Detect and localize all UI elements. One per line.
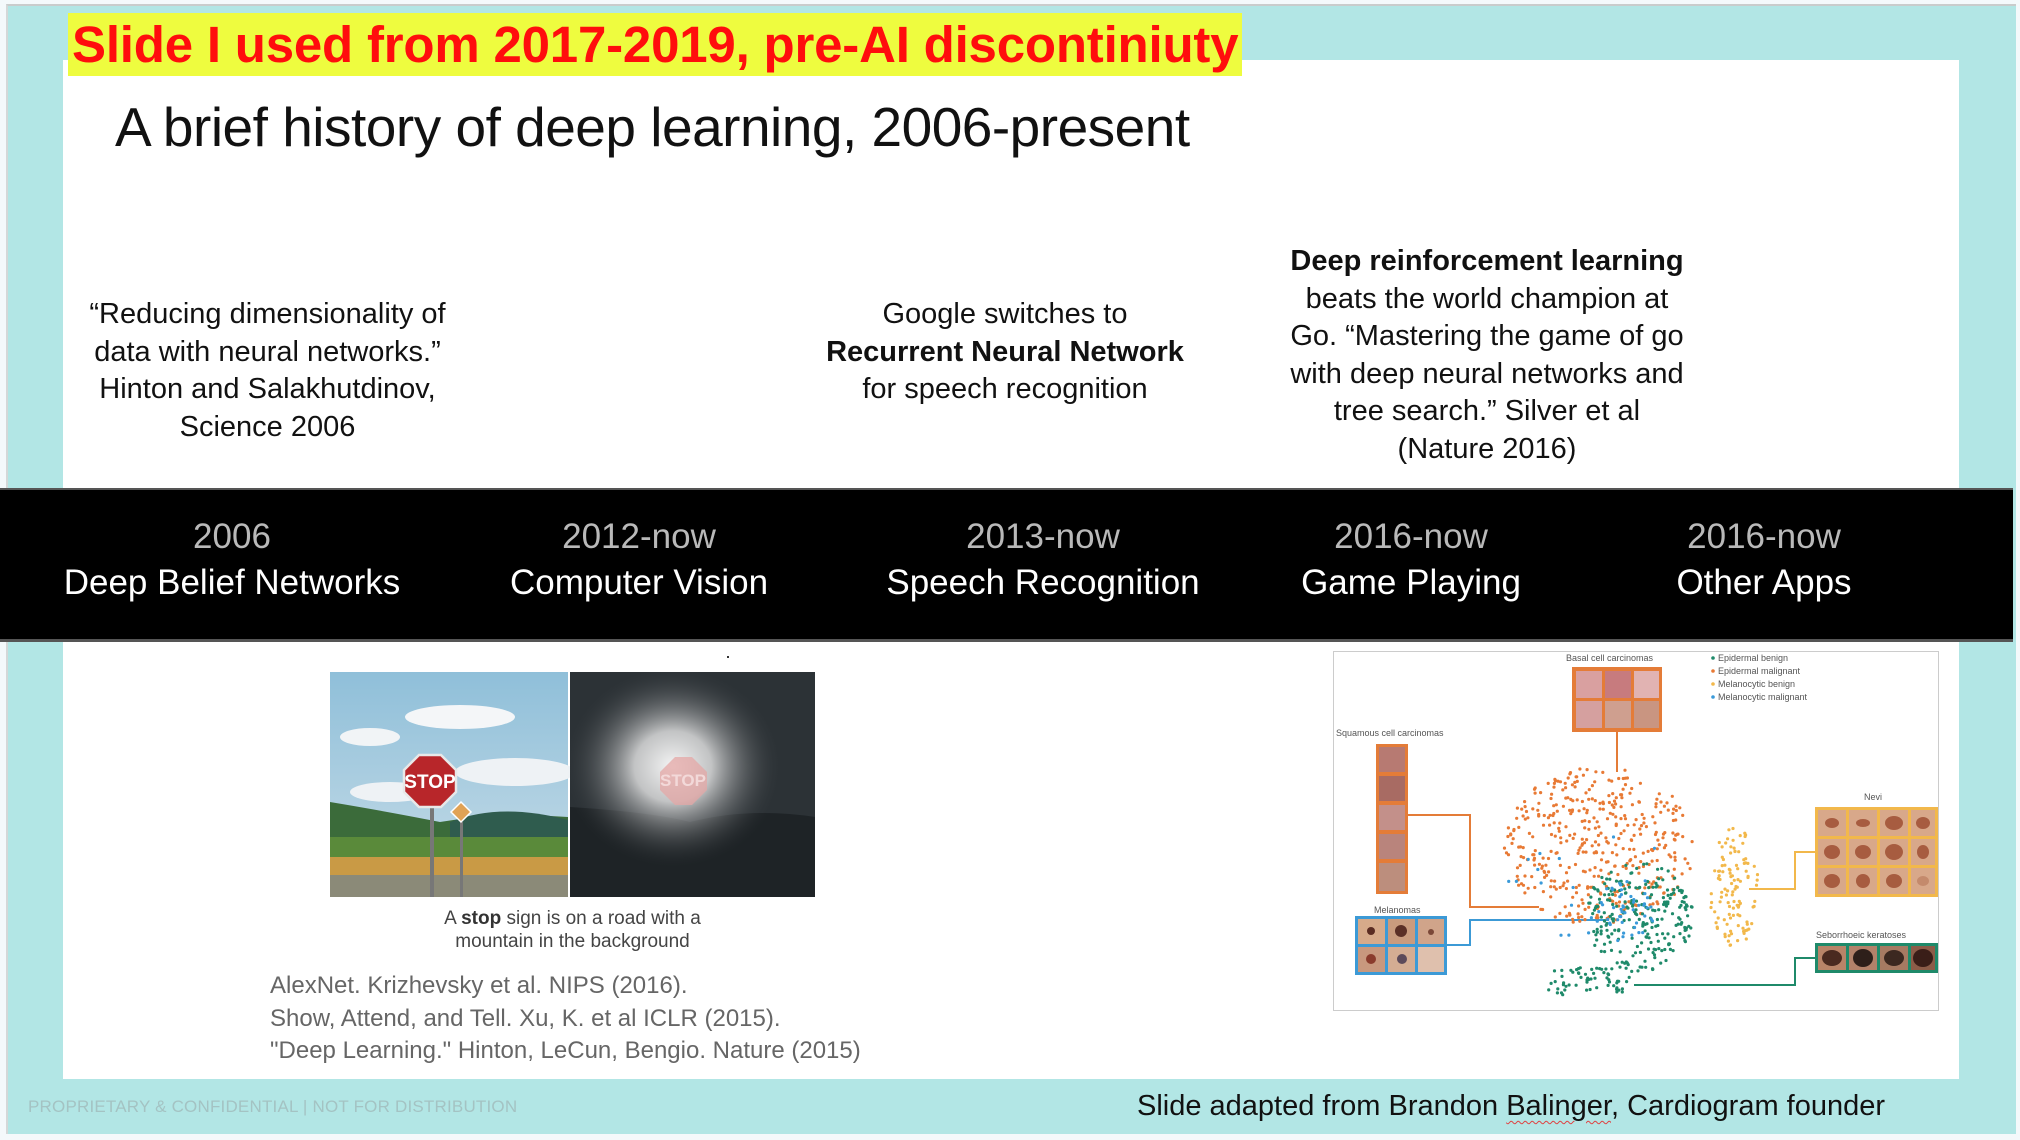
svg-text:Epidermal benign: Epidermal benign: [1718, 653, 1788, 663]
timeline-year: 2016-now: [1687, 517, 1841, 556]
reference-item: AlexNet. Krizhevsky et al. NIPS (2016).: [270, 972, 688, 999]
blurb-line: (Nature 2016): [1397, 432, 1577, 465]
label-basal: Basal cell carcinomas: [1566, 653, 1654, 663]
stray-dot: [727, 656, 729, 658]
legend: Epidermal benign Epidermal malignant Mel…: [1711, 653, 1808, 702]
caption-line-2: mountain in the background: [455, 931, 690, 952]
tsne-skin-lesion-figure: Basal cell carcinomas Squamous cell carc…: [1333, 651, 1939, 1011]
timeline-year: 2016-now: [1334, 517, 1488, 556]
timeline-year: 2012-now: [562, 517, 716, 556]
blurb-line: data with neural networks.”: [94, 335, 441, 368]
caption-line-1: A stop sign is on a road with a: [330, 907, 815, 930]
svg-text:Melanocytic benign: Melanocytic benign: [1718, 679, 1795, 689]
timeline-label: Deep Belief Networks: [63, 563, 401, 602]
blurb-line-bold: Recurrent Neural Network: [800, 334, 1210, 372]
stop-sign-illustration: STOP STOP: [330, 672, 815, 897]
spellcheck-word[interactable]: Balinger: [1506, 1090, 1611, 1122]
label-nevi: Nevi: [1864, 792, 1882, 802]
seborrhoeic-thumbnails: [1634, 943, 1938, 986]
stop-sign-image: STOP STOP: [330, 672, 815, 897]
blurb-line: Hinton and Salakhutdinov,: [99, 373, 436, 405]
blurb-line: Go. “Mastering the game of go: [1290, 320, 1684, 352]
slide-title: A brief history of deep learning, 2006-p…: [115, 96, 1190, 158]
timeline-item-vision: 2012-now Computer Vision: [510, 514, 768, 606]
label-seborrhoeic: Seborrhoeic keratoses: [1816, 930, 1907, 940]
melanoma-thumbnails: [1355, 916, 1609, 975]
timeline-item-speech: 2013-now Speech Recognition: [886, 514, 1199, 606]
svg-text:STOP: STOP: [404, 772, 456, 793]
slide-credit: Slide adapted from Brandon Balinger, Car…: [1137, 1090, 1885, 1123]
timeline-label: Other Apps: [1676, 563, 1852, 602]
reference-item: "Deep Learning." Hinton, LeCun, Bengio. …: [270, 1037, 861, 1064]
timeline-label: Game Playing: [1301, 563, 1521, 602]
svg-text:STOP: STOP: [660, 771, 706, 790]
tsne-plot: Basal cell carcinomas Squamous cell carc…: [1336, 653, 1938, 997]
svg-text:Melanocytic malignant: Melanocytic malignant: [1718, 692, 1808, 702]
credit-suffix: , Cardiogram founder: [1611, 1090, 1886, 1122]
image-caption: A stop sign is on a road with a mountain…: [330, 907, 815, 953]
references: AlexNet. Krizhevsky et al. NIPS (2016). …: [270, 970, 861, 1068]
timeline-item-dbn: 2006 Deep Belief Networks: [64, 514, 401, 606]
blurb-line: with deep neural networks and: [1290, 357, 1684, 390]
timeline-item-games: 2016-now Game Playing: [1301, 514, 1521, 606]
timeline-band: 2006 Deep Belief Networks 2012-now Compu…: [0, 488, 2013, 642]
timeline-year: 2013-now: [966, 517, 1120, 556]
credit-prefix: Slide adapted from Brandon: [1137, 1090, 1507, 1122]
blurb-bold-text: Recurrent Neural Network: [826, 335, 1184, 368]
label-squamous: Squamous cell carcinomas: [1336, 728, 1444, 738]
blurb-bold-text: Deep reinforcement learning: [1290, 245, 1684, 277]
scatter-points: [1502, 767, 1760, 997]
blurb-line: Google switches to: [882, 298, 1128, 330]
blurb-line: Science 2006: [179, 410, 356, 443]
blurb-line: beats the world champion at: [1305, 282, 1669, 315]
svg-text:Epidermal malignant: Epidermal malignant: [1718, 666, 1801, 676]
blurb-go: Deep reinforcement learning beats the wo…: [1262, 243, 1712, 468]
blurb-line: “Reducing dimensionality of: [89, 298, 446, 330]
timeline-item-other: 2016-now Other Apps: [1676, 514, 1851, 606]
timeline-label: Speech Recognition: [886, 563, 1200, 602]
confidential-notice: PROPRIETARY & CONFIDENTIAL | NOT FOR DIS…: [28, 1097, 518, 1116]
blurb-2006: “Reducing dimensionality of data with ne…: [70, 296, 465, 446]
label-melanomas: Melanomas: [1374, 905, 1421, 915]
reference-item: Show, Attend, and Tell. Xu, K. et al ICL…: [270, 1004, 781, 1032]
annotation-banner: Slide I used from 2017-2019, pre-AI disc…: [68, 13, 1243, 76]
nevi-thumbnails: [1749, 807, 1938, 897]
caption-rest: sign is on a road with a: [501, 908, 701, 929]
caption-prefix: A: [444, 908, 462, 929]
timeline-year: 2006: [193, 517, 271, 556]
basal-thumbnails: [1572, 667, 1662, 772]
blurb-line: tree search.” Silver et al: [1333, 395, 1641, 427]
timeline-label: Computer Vision: [509, 563, 769, 602]
squamous-thumbnails: [1376, 744, 1539, 908]
caption-bold: stop: [461, 908, 502, 929]
blurb-line-bold: Deep reinforcement learning: [1262, 243, 1712, 281]
blurb-speech: Google switches to Recurrent Neural Netw…: [800, 296, 1210, 409]
blurb-line: for speech recognition: [862, 373, 1148, 405]
